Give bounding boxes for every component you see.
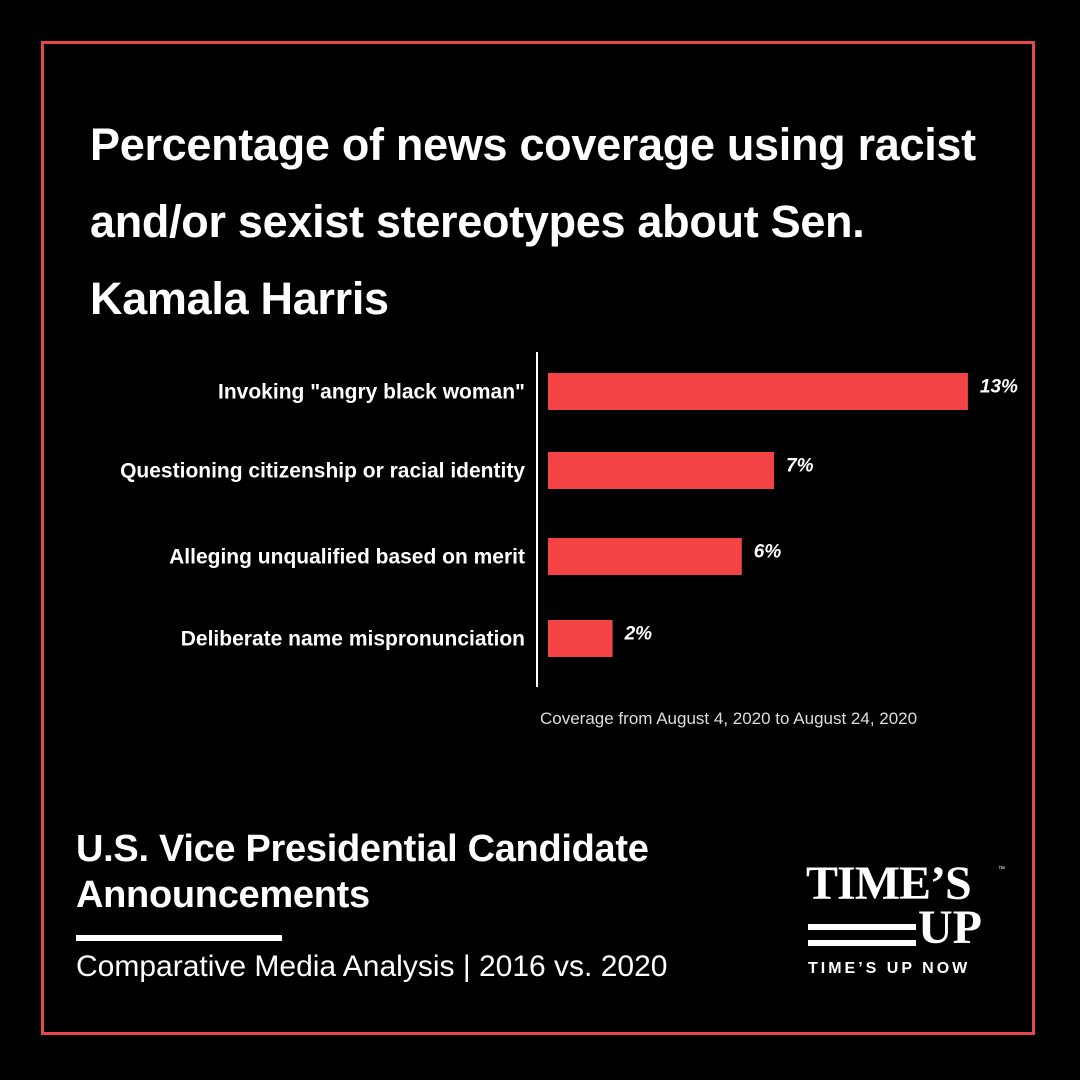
bar — [548, 620, 613, 657]
logo-stripe — [808, 940, 916, 946]
logo-line2: UP — [918, 901, 982, 954]
divider — [76, 935, 282, 941]
category-label: Deliberate name mispronunciation — [181, 628, 525, 651]
value-label: 13% — [980, 377, 1018, 398]
bar — [548, 373, 968, 410]
subtitle: U.S. Vice Presidential Candidate Announc… — [76, 828, 649, 916]
coverage-note: Coverage from August 4, 2020 to August 2… — [540, 709, 918, 728]
logo-tm: ™ — [998, 866, 1005, 873]
value-label: 7% — [786, 456, 814, 477]
category-label: Questioning citizenship or racial identi… — [120, 460, 525, 483]
frame-border — [41, 41, 1035, 1035]
logo-line1: TIME’S — [806, 857, 972, 910]
value-label: 6% — [754, 542, 782, 563]
bar — [548, 452, 775, 489]
category-label: Invoking "angry black woman" — [218, 381, 525, 404]
chart-title: Percentage of news coverage using racist… — [90, 119, 976, 324]
value-label: 2% — [624, 624, 653, 645]
logo-stripe — [808, 924, 916, 930]
category-label: Alleging unqualified based on merit — [169, 546, 525, 569]
times-up-logo: TIME’S ™ UP TIME’S UP NOW — [806, 860, 1006, 980]
subtitle-secondary: Comparative Media Analysis | 2016 vs. 20… — [76, 950, 668, 983]
logo-tagline: TIME’S UP NOW — [808, 960, 971, 977]
bar — [548, 538, 742, 575]
